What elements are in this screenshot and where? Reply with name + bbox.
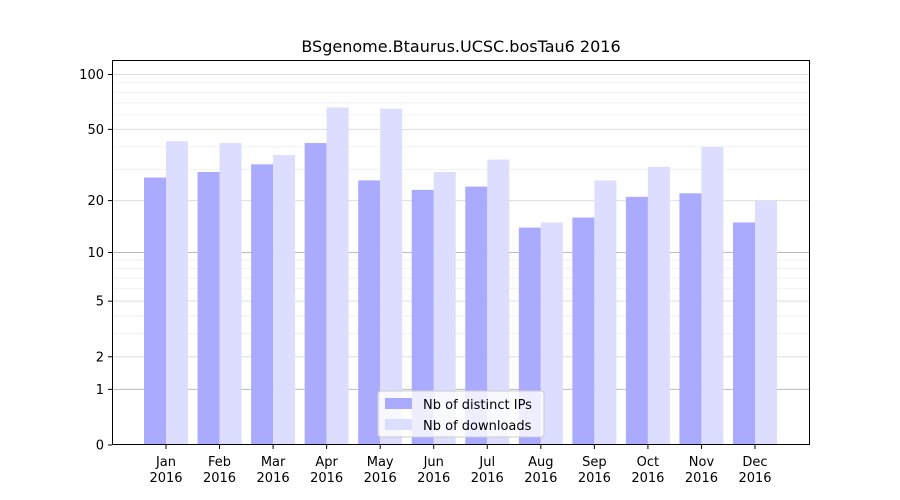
bar-downloads-0	[166, 141, 188, 446]
bar-downloads-7	[540, 222, 563, 445]
bar-distinct-ips-5	[411, 189, 434, 445]
x-tick-label: Aug 2016	[524, 455, 557, 486]
y-tick-label: 10	[87, 246, 104, 261]
x-tick-label: Sep 2016	[578, 455, 611, 486]
y-tick-label: 2	[96, 350, 104, 365]
x-tick-label: Jul 2016	[471, 455, 504, 486]
bar-distinct-ips-11	[733, 222, 755, 445]
legend-label-downloads: Nb of downloads	[423, 419, 532, 434]
bar-downloads-3	[326, 107, 349, 446]
bar-downloads-2	[273, 155, 296, 446]
y-tick-label: 20	[87, 194, 104, 209]
x-tick-label: Feb 2016	[203, 455, 236, 486]
bar-downloads-10	[701, 146, 724, 445]
bar-downloads-9	[647, 166, 670, 446]
bar-downloads-1	[219, 143, 242, 446]
x-tick-label: May 2016	[364, 455, 397, 486]
x-tick-label: Mar 2016	[257, 455, 290, 486]
bar-distinct-ips-10	[679, 193, 702, 445]
bar-downloads-4	[380, 108, 403, 445]
bar-distinct-ips-8	[572, 217, 595, 445]
bar-distinct-ips-6	[465, 186, 488, 445]
x-tick-label: Apr 2016	[310, 455, 343, 486]
legend: Nb of distinct IPs Nb of downloads	[377, 390, 545, 438]
x-tick-label: Nov 2016	[685, 455, 718, 486]
bar-downloads-5	[433, 171, 456, 445]
y-tick-label: 5	[96, 295, 104, 310]
y-tick-label: 100	[79, 68, 104, 83]
bar-downloads-6	[487, 159, 510, 445]
y-tick-label: 1	[96, 383, 104, 398]
bar-distinct-ips-0	[144, 177, 166, 445]
y-tick-label: 50	[87, 123, 104, 138]
y-axis: 0 1 2 5 10 20 50 100	[79, 68, 112, 454]
x-axis: Jan 2016 Feb 2016 Mar 2016 Apr 2016 May 2016 Jun 20…	[149, 445, 772, 486]
legend-swatch-downloads	[385, 419, 412, 430]
x-tick-label: Jun 2016	[417, 455, 450, 486]
bar-downloads-8	[594, 180, 617, 446]
bar-distinct-ips-1	[197, 171, 220, 445]
chart-title: BSgenome.Btaurus.UCSC.bosTau6 2016	[301, 37, 620, 56]
x-tick-label: Dec 2016	[738, 455, 771, 486]
bar-distinct-ips-4	[358, 180, 381, 446]
bar-distinct-ips-9	[625, 196, 648, 445]
legend-box	[377, 390, 545, 438]
x-tick-label: Jan 2016	[149, 455, 182, 486]
bar-distinct-ips-3	[304, 143, 327, 446]
x-tick-label: Oct 2016	[631, 455, 664, 486]
legend-swatch-distinct-ips	[385, 398, 412, 409]
bar-downloads-11	[755, 200, 777, 445]
legend-label-distinct-ips: Nb of distinct IPs	[423, 398, 532, 413]
bar-series	[144, 107, 777, 446]
y-tick-label: 0	[96, 439, 104, 454]
plot-area-frame	[112, 60, 810, 445]
bar-distinct-ips-2	[251, 164, 274, 445]
